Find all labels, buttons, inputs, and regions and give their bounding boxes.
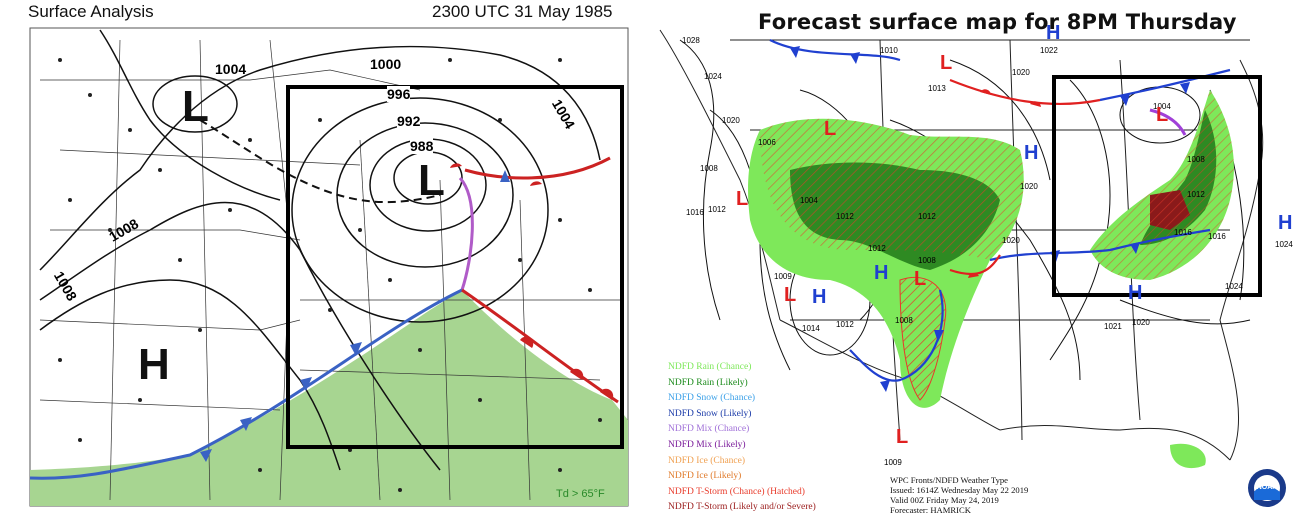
isobar-label: 1016 xyxy=(1208,232,1226,241)
isobar-label: 1020 xyxy=(1132,318,1150,327)
legend-item: NDFD Rain (Chance) xyxy=(668,362,752,372)
noaa-logo-text: NOAA xyxy=(1256,484,1278,491)
station-plots xyxy=(58,58,602,492)
high-pressure-center: H xyxy=(874,262,889,284)
low-pressure-center: L xyxy=(896,426,909,448)
legend-item: NDFD Snow (Chance) xyxy=(668,393,756,404)
isobar-label: 1006 xyxy=(758,138,776,147)
isobar-label: 1020 xyxy=(1012,68,1030,77)
legend-item: NDFD Snow (Likely) xyxy=(668,408,752,419)
forecast-map-canvas xyxy=(659,29,1286,507)
legend-item: NDFD Ice (Likely) xyxy=(668,471,742,482)
legend-item: NDFD T-Storm (Chance) (Hatched) xyxy=(668,486,805,497)
product-info: WPC Fronts/NDFD Weather Type Issued: 161… xyxy=(890,475,1028,515)
low-pressure-center: L xyxy=(736,188,749,210)
isobar-label: 996 xyxy=(387,86,411,102)
fronts xyxy=(29,119,619,480)
isobar-label: 1022 xyxy=(1040,46,1058,55)
tstorm-hatched-area xyxy=(760,118,1024,260)
isobar-label: 1012 xyxy=(1187,190,1205,199)
isobar-label: 1020 xyxy=(1002,236,1020,245)
surface-analysis-map: 1004 1000 996 992 988 1004 1008 1008 L L… xyxy=(0,0,640,520)
low-pressure-center: L xyxy=(784,284,797,306)
cold-front-pips xyxy=(790,46,1190,392)
high-pressure-center: H xyxy=(1278,212,1293,234)
isobar-label: 1008 xyxy=(1187,155,1205,164)
isobar-label: 1009 xyxy=(884,458,902,467)
low-pressure-center: L xyxy=(824,118,837,140)
isobar-label: 1016 xyxy=(686,208,704,217)
dewpoint-note: Td > 65°F xyxy=(556,488,605,500)
highlight-box xyxy=(1052,75,1262,297)
isobar-label: 1008 xyxy=(918,256,936,265)
isobar-label: 1004 xyxy=(800,196,818,205)
rain-chance-area-florida xyxy=(1170,443,1206,469)
info-line: Forecaster: HAMRICK xyxy=(890,505,971,515)
isobar-label: 1012 xyxy=(918,212,936,221)
tstorm-hatched-area xyxy=(900,277,946,400)
isobar-label: 1020 xyxy=(722,116,740,125)
isobar-label: 1010 xyxy=(880,46,898,55)
isobar-label: 1021 xyxy=(1104,322,1122,331)
legend-item: NDFD Rain (Likely) xyxy=(668,377,748,388)
isobar-label: 1024 xyxy=(704,72,722,81)
warm-front-pips xyxy=(968,89,1041,278)
isobar-label: 1012 xyxy=(836,212,854,221)
precip-legend: NDFD Rain (Chance) NDFD Rain (Likely) ND… xyxy=(668,360,816,516)
map-timestamp: 2300 UTC 31 May 1985 xyxy=(432,2,613,21)
low-pressure-center: L xyxy=(914,268,927,290)
isobar-label: 1004 xyxy=(215,61,247,77)
isobar-label: 1012 xyxy=(836,320,854,329)
surface-analysis-canvas xyxy=(29,27,629,507)
cold-front-pips xyxy=(200,170,510,462)
forecast-surface-map: 1028 1024 1020 1006 1008 1016 1012 1004 … xyxy=(650,0,1300,520)
isobar-label: 1012 xyxy=(868,244,886,253)
map-title: Forecast surface map for 8PM Thursday xyxy=(758,10,1237,34)
isobar-label: 1024 xyxy=(1275,240,1293,249)
isobar-label: 1024 xyxy=(1225,282,1243,291)
highlight-box xyxy=(286,85,624,449)
isobar-label: 1000 xyxy=(370,56,402,72)
isobar-label: 1014 xyxy=(802,324,820,333)
high-pressure-center: H xyxy=(138,340,170,389)
noaa-logo-wave xyxy=(1254,486,1280,500)
low-pressure-center: L xyxy=(418,156,445,205)
legend-item: NDFD Mix (Chance) xyxy=(668,424,750,435)
isobar-label: 1008 xyxy=(895,316,913,325)
map-title: Surface Analysis xyxy=(28,2,154,21)
fronts xyxy=(769,39,1231,382)
isobar-label: 1028 xyxy=(682,36,700,45)
low-pressure-center: L xyxy=(182,82,209,131)
isobar-label: 1009 xyxy=(774,272,792,281)
isobar-label: 1008 xyxy=(700,164,718,173)
legend-item: NDFD T-Storm (Likely and/or Severe) xyxy=(668,502,816,513)
info-line: WPC Fronts/NDFD Weather Type xyxy=(890,475,1008,485)
isobar-label: 988 xyxy=(410,138,434,154)
low-pressure-center: L xyxy=(940,52,953,74)
warm-sector-shading xyxy=(30,290,628,506)
info-line: Valid 00Z Friday May 24, 2019 xyxy=(890,495,999,505)
isobar-label: 1012 xyxy=(708,205,726,214)
isobar-label: 1020 xyxy=(1020,182,1038,191)
legend-item: NDFD Mix (Likely) xyxy=(668,439,746,450)
isobar-label: 1016 xyxy=(1174,228,1192,237)
high-pressure-center: H xyxy=(812,286,827,308)
info-line: Issued: 1614Z Wednesday May 22 2019 xyxy=(890,485,1029,495)
high-pressure-center: H xyxy=(1128,282,1143,304)
warm-front-pips xyxy=(450,163,614,400)
low-pressure-center: L xyxy=(1156,104,1169,126)
high-pressure-center: H xyxy=(1046,22,1061,44)
isobar-label: 1013 xyxy=(928,84,946,93)
legend-item: NDFD Ice (Chance) xyxy=(668,455,746,466)
isobar-label: 1004 xyxy=(1153,102,1171,111)
high-pressure-center: H xyxy=(1024,142,1039,164)
isobar-label: 992 xyxy=(397,113,421,129)
